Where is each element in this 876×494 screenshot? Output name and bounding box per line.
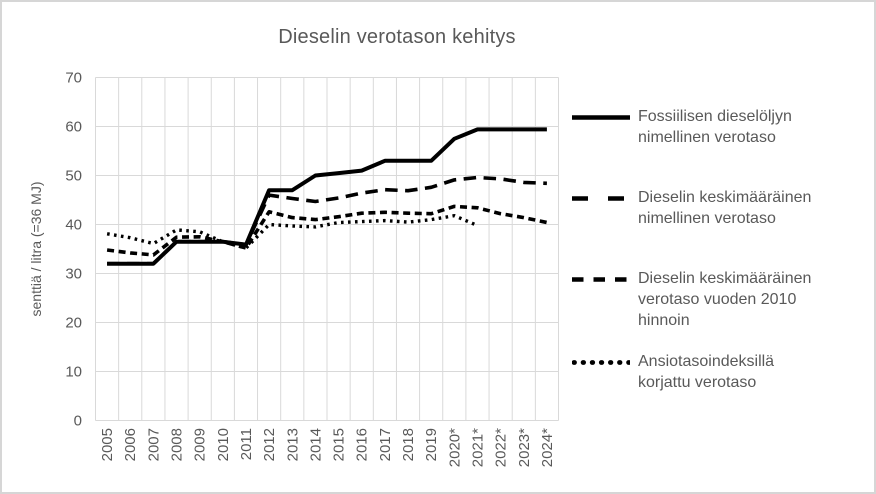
y-tick-label: 0 [74,413,82,430]
x-tick-label: 2024* [539,428,556,467]
x-tick-label: 2012 [261,428,278,461]
legend-item-real-2010-prices: Dieselin keskimääräinen verotaso vuoden … [572,268,826,331]
x-tick-label: 2007 [145,428,162,461]
x-tick-label: 2008 [169,428,186,461]
x-tick-label: 2013 [284,428,301,461]
x-tick-label: 2006 [122,428,139,461]
y-tick-label: 70 [65,70,82,87]
chart-title: Dieselin verotason kehitys [278,26,516,48]
y-tick-label: 60 [65,119,82,136]
x-tick-label: 2018 [400,428,417,461]
x-tick-label: 2021* [469,428,486,467]
legend-line-solid-icon [572,115,630,120]
x-tick-label: 2023* [516,428,533,467]
x-tick-label: 2009 [192,428,209,461]
series-line-long-dash [107,175,547,266]
y-tick-label: 40 [65,217,82,234]
series-line-dotted [106,214,479,250]
y-tick-label: 50 [65,168,82,185]
legend-line-short-dash-icon [572,277,630,282]
legend-item-average-nominal: Dieselin keskimääräinen nimellinen verot… [572,187,826,229]
x-tick-label: 2015 [331,428,348,461]
legend-label: Fossiilisen dieselöljyn nimellinen verot… [638,108,792,146]
x-tick-label: 2022* [493,428,510,467]
y-tick-label: 20 [65,315,82,332]
legend-item-nominal-fossil: Fossiilisen dieselöljyn nimellinen verot… [572,106,826,148]
y-tick-label: 10 [65,364,82,381]
legend-item-wage-index-corrected: Ansiotasoindeksillä korjattu verotaso [572,351,826,393]
x-tick-label: 2014 [307,428,324,461]
x-tick-label: 2005 [99,428,116,461]
x-tick-label: 2020* [446,428,463,467]
x-tick-label: 2011 [238,428,255,460]
legend-label: Dieselin keskimääräinen verotaso vuoden … [638,270,812,329]
y-tick-label: 30 [65,266,82,283]
x-tick-label: 2010 [215,428,232,461]
x-tick-label: 2019 [423,428,440,461]
legend-label: Ansiotasoindeksillä korjattu verotaso [638,353,775,391]
x-tick-label: 2017 [377,428,394,461]
x-tick-label: 2016 [354,428,371,461]
series-line-short-dash [106,204,548,257]
legend-line-long-dash-icon [572,196,630,201]
legend-line-dotted-icon [572,360,630,365]
legend-label: Dieselin keskimääräinen nimellinen verot… [638,189,812,227]
